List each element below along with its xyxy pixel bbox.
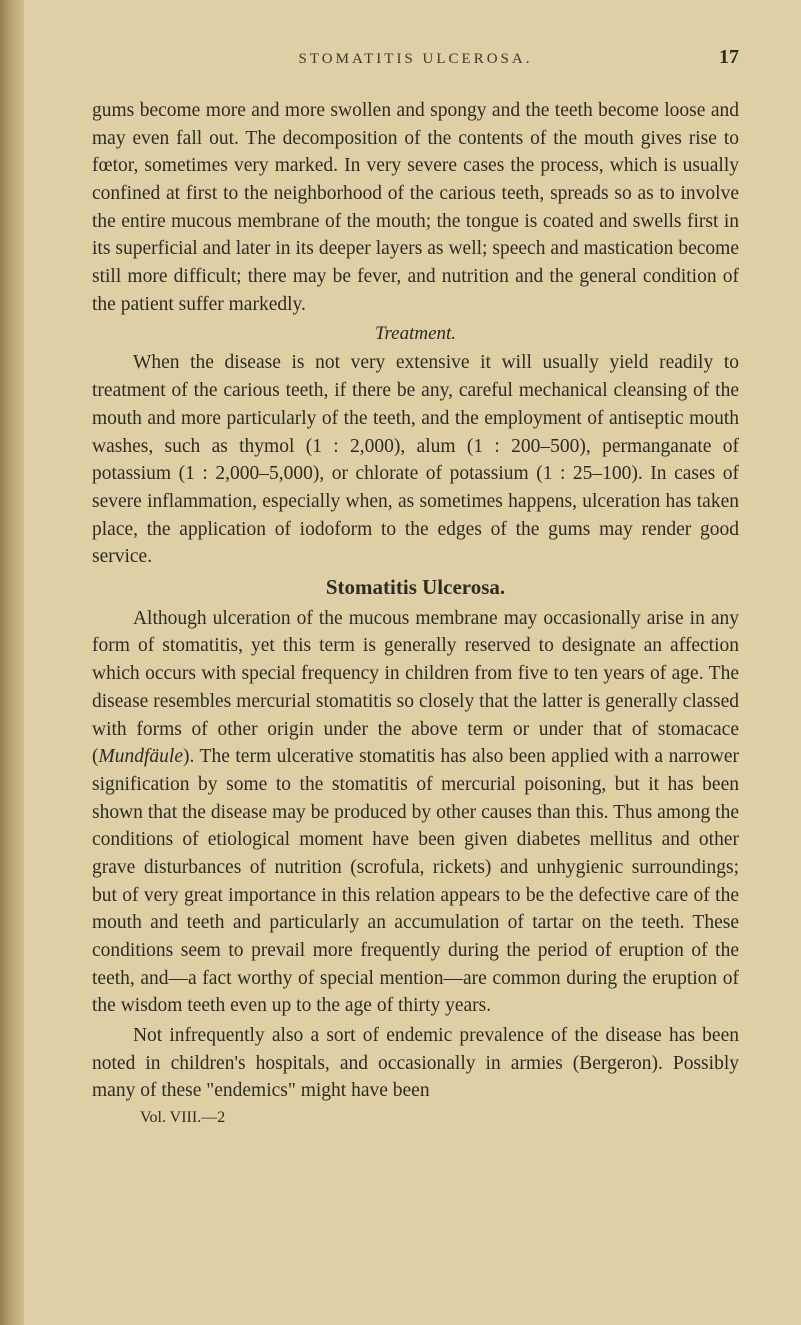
running-head: STOMATITIS ULCEROSA. — [92, 51, 709, 68]
subsection-treatment: Treatment. — [92, 321, 739, 348]
paragraph-3-post: ). The term ulcerative stomatitis has al… — [92, 746, 739, 1016]
paragraph-3-italic-term: Mundfäule — [99, 746, 183, 767]
page-number: 17 — [709, 46, 739, 69]
page-body: gums become more and more swollen and sp… — [92, 97, 739, 1130]
book-page: STOMATITIS ULCEROSA. 17 gums become more… — [0, 0, 801, 1325]
section-stomatitis-ulcerosa: Stomatitis Ulcerosa. — [92, 573, 739, 603]
page-header: STOMATITIS ULCEROSA. 17 — [92, 46, 739, 69]
paragraph-1: gums become more and more swollen and sp… — [92, 97, 739, 319]
paragraph-3-pre: Although ulceration of the mucous membra… — [92, 608, 739, 767]
volume-signature: Vol. VIII.—2 — [92, 1107, 739, 1130]
paragraph-3: Although ulceration of the mucous membra… — [92, 605, 739, 1020]
paragraph-4: Not infrequently also a sort of endemic … — [92, 1022, 739, 1105]
paragraph-2: When the disease is not very extensive i… — [92, 349, 739, 571]
